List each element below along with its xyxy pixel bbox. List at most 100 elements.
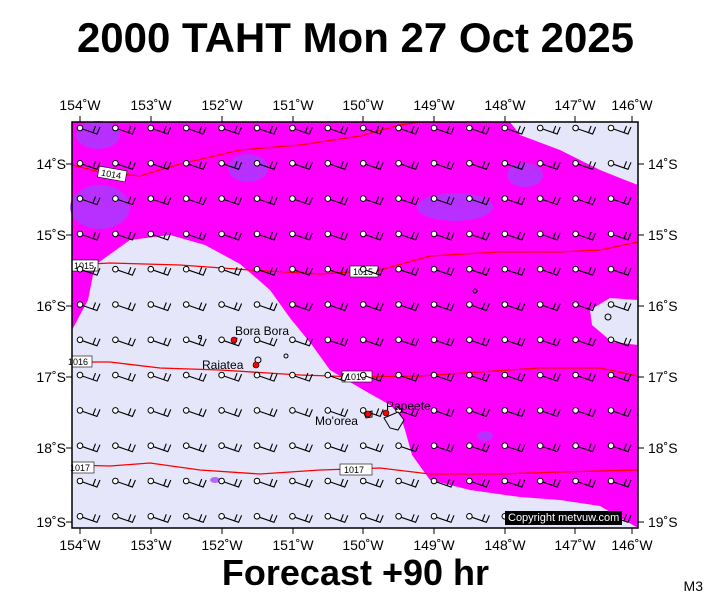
island-atoll-1 — [604, 313, 612, 321]
marker-raiatea — [252, 361, 260, 369]
wind-barb — [607, 371, 632, 382]
wind-barb — [289, 160, 313, 170]
wind-barb — [572, 407, 597, 418]
wind-barb — [112, 336, 136, 347]
wind-barb — [501, 301, 526, 312]
wind-barb — [395, 124, 420, 135]
forecast-label: Forecast +90 hr — [221, 552, 490, 593]
wind-barb — [395, 230, 420, 241]
isobar-label-1017-west: 1017 — [70, 463, 90, 473]
map-title: 2000 TAHT Mon 27 Oct 2025 — [76, 14, 635, 61]
wind-barb — [572, 160, 597, 170]
wind-barb — [536, 160, 561, 170]
wind-barb — [218, 513, 243, 523]
wind-barb — [112, 513, 136, 523]
wind-barb — [76, 230, 101, 241]
wind-barb — [395, 336, 420, 347]
isobar-label-1015-west: 1015 — [74, 261, 94, 271]
wind-barb — [536, 195, 561, 206]
wind-barb — [253, 301, 278, 312]
wind-barb — [572, 124, 597, 135]
wind-barb — [253, 442, 278, 453]
wind-barb — [218, 371, 243, 382]
wind-barb — [501, 124, 526, 135]
lon-label-bottom: 154˚W — [59, 537, 101, 553]
wind-barb — [253, 513, 278, 523]
wind-barb — [182, 195, 207, 206]
wind-barb — [253, 124, 278, 135]
wind-barb — [536, 124, 561, 135]
wind-barb — [112, 442, 136, 453]
wind-barb — [536, 301, 561, 312]
wind-barb — [430, 513, 455, 523]
wind-barb — [466, 301, 490, 312]
wind-barb — [76, 160, 101, 170]
wind-barb — [501, 407, 526, 418]
wind-barb — [147, 407, 172, 418]
wind-barb — [76, 442, 101, 453]
rain-area-magenta — [72, 122, 638, 528]
wind-barb — [395, 160, 420, 170]
wind-barb — [289, 124, 313, 135]
wind-barb — [501, 230, 526, 241]
wind-barb — [607, 477, 632, 488]
label-moorea: Mo'orea — [315, 414, 358, 428]
wind-barb — [253, 336, 278, 347]
wind-barb — [253, 160, 278, 170]
wind-barb — [607, 301, 632, 312]
wind-barb — [112, 301, 136, 312]
wind-barb — [395, 195, 420, 206]
wind-barb — [501, 371, 526, 382]
wind-barb — [536, 477, 561, 488]
wind-barb — [607, 230, 632, 241]
lat-label-right: 18˚S — [648, 440, 678, 456]
lat-label-left: 19˚S — [36, 514, 66, 530]
wind-barb — [182, 124, 207, 135]
wind-barbs — [76, 124, 632, 523]
wind-barb — [289, 301, 313, 312]
wind-barb — [289, 195, 313, 206]
marker-papeete — [382, 409, 390, 417]
wind-barb — [430, 477, 455, 488]
wind-barb — [218, 477, 243, 488]
wind-barb — [572, 477, 597, 488]
wind-barb — [359, 513, 384, 523]
wind-barb — [147, 195, 172, 206]
wind-barb — [501, 265, 526, 276]
wind-barb — [253, 230, 278, 241]
wind-barb — [536, 230, 561, 241]
wind-barb — [607, 195, 632, 206]
wind-barb — [218, 160, 243, 170]
wind-barb — [147, 124, 172, 135]
wind-barb — [289, 371, 313, 382]
wind-barb — [430, 195, 455, 206]
label-bora-bora: Bora Bora — [235, 324, 289, 338]
wind-barb — [395, 513, 420, 523]
wind-barb — [147, 336, 172, 347]
lon-label-top: 148˚W — [484, 97, 526, 113]
wind-barb — [430, 407, 455, 418]
lon-label-bottom: 150˚W — [342, 537, 384, 553]
lat-label-left: 14˚S — [36, 156, 66, 172]
wind-barb — [112, 371, 136, 382]
wind-barb — [359, 265, 384, 276]
wind-barb — [466, 513, 490, 523]
wind-barb — [112, 124, 136, 135]
wind-barb — [536, 371, 561, 382]
wind-barb — [324, 195, 349, 206]
island-atoll-2 — [472, 288, 478, 294]
wind-barb — [466, 124, 490, 135]
lat-label-right: 17˚S — [648, 369, 678, 385]
wind-barb — [324, 477, 349, 488]
wind-barb — [218, 442, 243, 453]
wind-barb — [466, 195, 490, 206]
lat-label-right: 19˚S — [648, 514, 678, 530]
wind-barb — [147, 477, 172, 488]
wind-barb — [289, 230, 313, 241]
island-maupiti — [198, 335, 202, 339]
lat-labels-right: 14˚S 15˚S 16˚S 17˚S 18˚S 19˚S — [648, 156, 678, 530]
wind-barb — [501, 336, 526, 347]
wind-barb — [218, 195, 243, 206]
wind-barb — [607, 265, 632, 276]
